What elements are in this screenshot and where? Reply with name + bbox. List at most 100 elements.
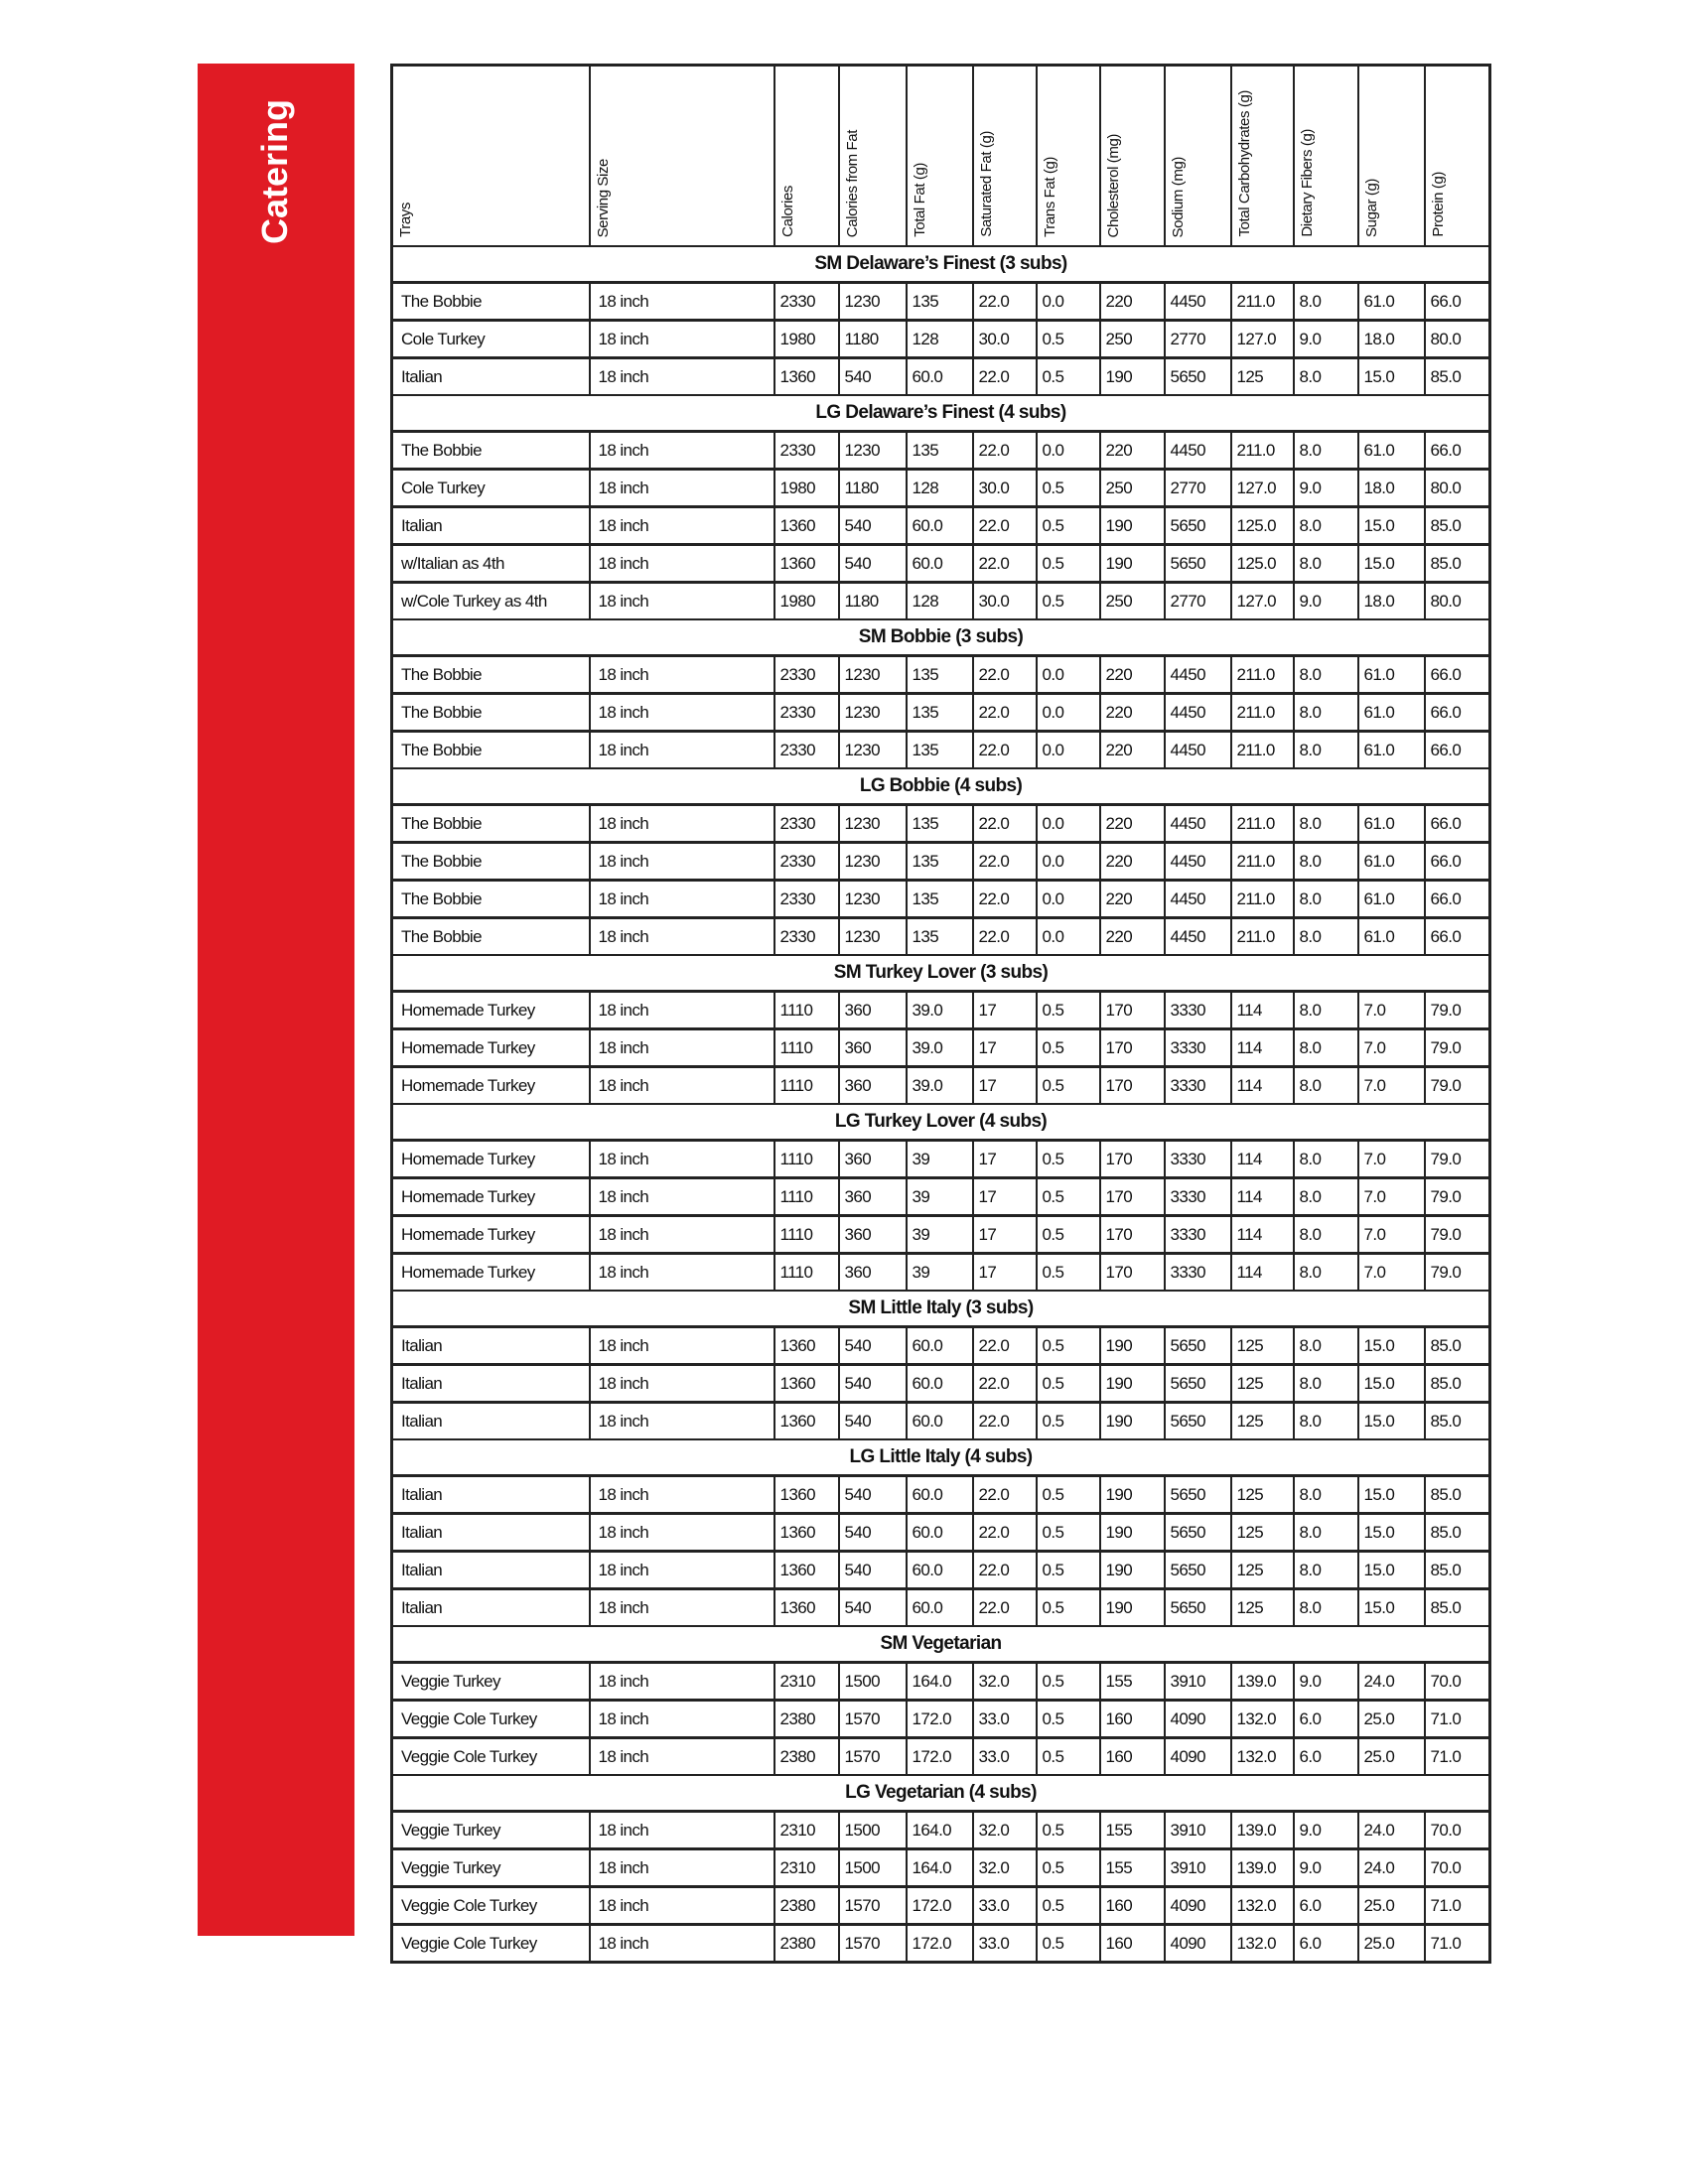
nutrition-value-cell: 0.5 xyxy=(1035,1363,1101,1404)
serving-size-cell: 18 inch xyxy=(588,1363,775,1404)
column-header: Sugar (g) xyxy=(1356,64,1426,247)
serving-size-cell: 18 inch xyxy=(588,1661,775,1702)
section-header-row: LG Turkey Lover (4 subs) xyxy=(390,1103,1491,1142)
nutrition-value-cell: 5650 xyxy=(1163,1474,1232,1515)
nutrition-value-cell: 17 xyxy=(971,1214,1038,1255)
nutrition-value-cell: 85.0 xyxy=(1423,1474,1491,1515)
nutrition-value-cell: 15.0 xyxy=(1356,1587,1426,1627)
tray-name-cell: Italian xyxy=(390,356,591,396)
nutrition-value-cell: 85.0 xyxy=(1423,543,1491,584)
column-header-label: Saturated Fat (g) xyxy=(977,131,995,237)
nutrition-value-cell: 0.5 xyxy=(1035,1661,1101,1702)
nutrition-value-cell: 2310 xyxy=(773,1847,840,1888)
nutrition-value-cell: 220 xyxy=(1098,879,1166,919)
nutrition-value-cell: 60.0 xyxy=(905,1363,974,1404)
nutrition-value-cell: 125 xyxy=(1229,1325,1295,1366)
table-row: Veggie Cole Turkey 18 inch 2380 1570 172.0 33… xyxy=(390,1736,1491,1776)
nutrition-value-cell: 1360 xyxy=(773,1363,840,1404)
table-row: Veggie Turkey 18 inch 2310 1500 164.0 32.0 0.5… xyxy=(390,1847,1491,1888)
table-row: Veggie Cole Turkey 18 inch 2380 1570 172.0 33… xyxy=(390,1923,1491,1964)
nutrition-value-cell: 22.0 xyxy=(971,1587,1038,1627)
nutrition-value-cell: 128 xyxy=(905,581,974,620)
nutrition-value-cell: 22.0 xyxy=(971,692,1038,733)
nutrition-value-cell: 39 xyxy=(905,1252,974,1292)
nutrition-value-cell: 155 xyxy=(1098,1661,1166,1702)
nutrition-value-cell: 2310 xyxy=(773,1661,840,1702)
nutrition-value-cell: 540 xyxy=(837,1587,908,1627)
table-row: Italian 18 inch 1360 540 60.0 22.0 0.5 190 5650 1… xyxy=(390,356,1491,396)
nutrition-value-cell: 160 xyxy=(1098,1699,1166,1739)
section-title: LG Bobbie (4 subs) xyxy=(390,767,1491,806)
nutrition-value-cell: 170 xyxy=(1098,1065,1166,1105)
section-title: LG Little Italy (4 subs) xyxy=(390,1438,1491,1477)
nutrition-value-cell: 79.0 xyxy=(1423,1252,1491,1292)
nutrition-value-cell: 8.0 xyxy=(1292,1325,1359,1366)
nutrition-value-cell: 1230 xyxy=(837,879,908,919)
nutrition-value-cell: 220 xyxy=(1098,281,1166,322)
serving-size-cell: 18 inch xyxy=(588,1550,775,1590)
nutrition-value-cell: 22.0 xyxy=(971,281,1038,322)
nutrition-value-cell: 125 xyxy=(1229,1512,1295,1553)
nutrition-value-cell: 8.0 xyxy=(1292,356,1359,396)
serving-size-cell: 18 inch xyxy=(588,581,775,620)
serving-size-cell: 18 inch xyxy=(588,505,775,546)
table-row: Italian 18 inch 1360 540 60.0 22.0 0.5 190 5650 1… xyxy=(390,1512,1491,1553)
nutrition-value-cell: 5650 xyxy=(1163,1587,1232,1627)
nutrition-value-cell: 1230 xyxy=(837,803,908,844)
nutrition-value-cell: 8.0 xyxy=(1292,1214,1359,1255)
tray-name-cell: Italian xyxy=(390,1325,591,1366)
table-row: The Bobbie 18 inch 2330 1230 135 22.0 0.0 220 44… xyxy=(390,879,1491,919)
nutrition-value-cell: 2770 xyxy=(1163,319,1232,359)
nutrition-value-cell: 172.0 xyxy=(905,1736,974,1776)
tray-name-cell: w/Cole Turkey as 4th xyxy=(390,581,591,620)
nutrition-value-cell: 3910 xyxy=(1163,1661,1232,1702)
nutrition-value-cell: 2330 xyxy=(773,692,840,733)
nutrition-value-cell: 190 xyxy=(1098,1474,1166,1515)
nutrition-value-cell: 66.0 xyxy=(1423,430,1491,471)
tray-name-cell: The Bobbie xyxy=(390,730,591,769)
nutrition-value-cell: 9.0 xyxy=(1292,1661,1359,1702)
nutrition-value-cell: 22.0 xyxy=(971,1550,1038,1590)
nutrition-value-cell: 4450 xyxy=(1163,916,1232,956)
nutrition-value-cell: 114 xyxy=(1229,1176,1295,1217)
nutrition-value-cell: 5650 xyxy=(1163,1401,1232,1440)
nutrition-value-cell: 2330 xyxy=(773,654,840,695)
nutrition-value-cell: 71.0 xyxy=(1423,1885,1491,1926)
nutrition-value-cell: 8.0 xyxy=(1292,803,1359,844)
nutrition-value-cell: 60.0 xyxy=(905,1512,974,1553)
nutrition-value-cell: 220 xyxy=(1098,803,1166,844)
tray-name-cell: Veggie Turkey xyxy=(390,1847,591,1888)
column-header: Cholesterol (mg) xyxy=(1098,64,1166,247)
nutrition-value-cell: 9.0 xyxy=(1292,1810,1359,1850)
nutrition-value-cell: 0.5 xyxy=(1035,1550,1101,1590)
nutrition-value-cell: 8.0 xyxy=(1292,916,1359,956)
nutrition-value-cell: 85.0 xyxy=(1423,505,1491,546)
nutrition-value-cell: 1980 xyxy=(773,468,840,508)
nutrition-value-cell: 8.0 xyxy=(1292,1252,1359,1292)
tray-name-cell: The Bobbie xyxy=(390,430,591,471)
serving-size-cell: 18 inch xyxy=(588,916,775,956)
serving-size-cell: 18 inch xyxy=(588,1401,775,1440)
nutrition-value-cell: 1110 xyxy=(773,1176,840,1217)
nutrition-value-cell: 22.0 xyxy=(971,543,1038,584)
nutrition-value-cell: 211.0 xyxy=(1229,841,1295,882)
nutrition-value-cell: 0.5 xyxy=(1035,1214,1101,1255)
nutrition-value-cell: 125 xyxy=(1229,356,1295,396)
nutrition-value-cell: 128 xyxy=(905,319,974,359)
nutrition-value-cell: 1360 xyxy=(773,1474,840,1515)
nutrition-value-cell: 1110 xyxy=(773,1027,840,1068)
nutrition-value-cell: 60.0 xyxy=(905,1474,974,1515)
nutrition-value-cell: 24.0 xyxy=(1356,1810,1426,1850)
column-header: Dietary Fibers (g) xyxy=(1292,64,1359,247)
section-title: LG Turkey Lover (4 subs) xyxy=(390,1103,1491,1142)
nutrition-value-cell: 1360 xyxy=(773,356,840,396)
nutrition-value-cell: 3330 xyxy=(1163,1176,1232,1217)
nutrition-value-cell: 33.0 xyxy=(971,1699,1038,1739)
nutrition-value-cell: 5650 xyxy=(1163,356,1232,396)
nutrition-value-cell: 22.0 xyxy=(971,730,1038,769)
nutrition-value-cell: 125 xyxy=(1229,1587,1295,1627)
table-row: Homemade Turkey 18 inch 1110 360 39.0 17 0.5 17… xyxy=(390,1065,1491,1105)
nutrition-value-cell: 211.0 xyxy=(1229,916,1295,956)
serving-size-cell: 18 inch xyxy=(588,1139,775,1179)
table-row: w/Italian as 4th 18 inch 1360 540 60.0 22.0 0.… xyxy=(390,543,1491,584)
